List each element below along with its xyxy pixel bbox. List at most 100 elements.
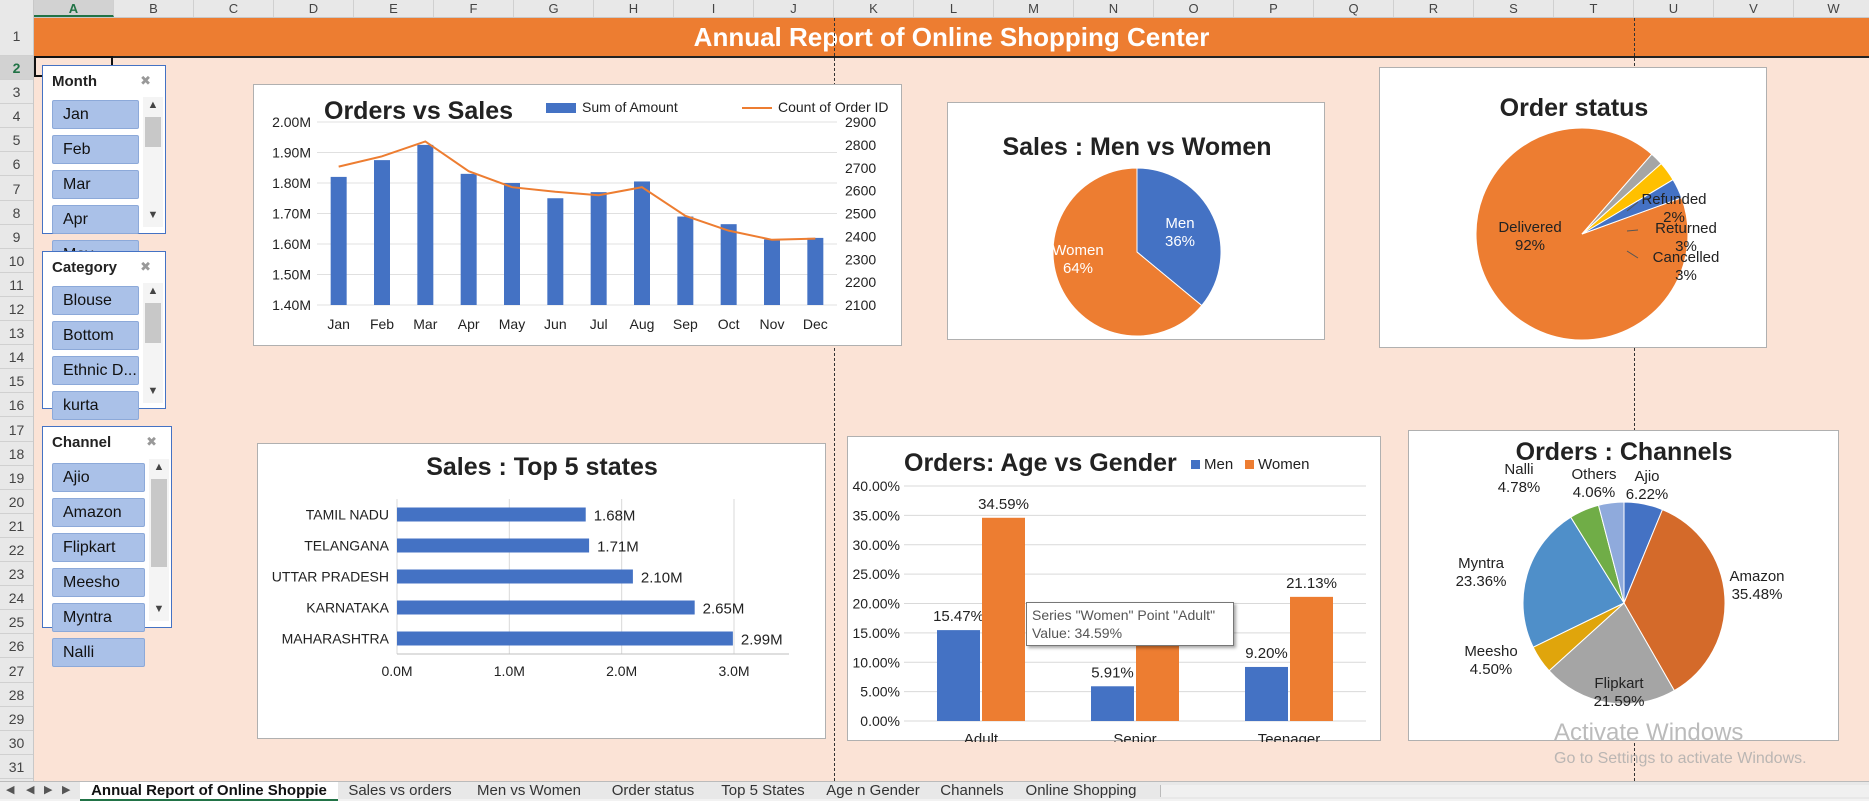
row-header-1[interactable]: 1 (0, 17, 33, 56)
row-header-28[interactable]: 28 (0, 683, 33, 707)
column-header-v[interactable]: V (1714, 0, 1794, 17)
slicer-item-category[interactable]: kurta (52, 391, 139, 420)
row-header-9[interactable]: 9 (0, 225, 33, 249)
row-header-23[interactable]: 23 (0, 562, 33, 587)
scroll-thumb[interactable] (145, 303, 161, 343)
first-sheet-icon[interactable]: ◀ (6, 784, 15, 796)
slicer-item-channel[interactable]: Amazon (52, 498, 145, 527)
column-header-t[interactable]: T (1554, 0, 1634, 17)
last-sheet-icon[interactable]: ▶ (62, 784, 71, 796)
row-header-8[interactable]: 8 (0, 201, 33, 225)
slicer-item-category[interactable]: Bottom (52, 321, 139, 350)
slicer-scrollbar[interactable]: ▲ ▼ (149, 459, 169, 621)
row-header-17[interactable]: 17 (0, 418, 33, 442)
orders-vs-sales-chart[interactable]: Orders vs Sales Sum of Amount Count of Ord… (253, 84, 902, 346)
slicer-item-month[interactable]: Mar (52, 170, 139, 199)
clear-filter-icon[interactable]: ✖ (140, 259, 151, 274)
channels-chart[interactable]: Orders : Channels Ajio 6.22% Amazon 35.48% Fl… (1408, 430, 1839, 741)
column-header-i[interactable]: I (674, 0, 754, 17)
men-vs-women-chart[interactable]: Sales : Men vs Women Men 36% Women 64% (947, 102, 1325, 340)
row-header-26[interactable]: 26 (0, 634, 33, 659)
sheet-tab[interactable]: Men vs Women (477, 782, 581, 799)
column-header-c[interactable]: C (194, 0, 274, 17)
row-header-20[interactable]: 20 (0, 490, 33, 514)
select-all-corner[interactable] (0, 0, 34, 17)
column-header-h[interactable]: H (594, 0, 674, 17)
row-header-16[interactable]: 16 (0, 393, 33, 418)
slicer-item-channel[interactable]: Nalli (52, 638, 145, 667)
row-header-5[interactable]: 5 (0, 128, 33, 153)
row-header-12[interactable]: 12 (0, 297, 33, 322)
column-header-f[interactable]: F (434, 0, 514, 17)
row-header-13[interactable]: 13 (0, 321, 33, 346)
column-header-j[interactable]: J (754, 0, 834, 17)
column-header-b[interactable]: B (114, 0, 194, 17)
column-header-m[interactable]: M (994, 0, 1074, 17)
scroll-up-icon[interactable]: ▲ (147, 285, 159, 297)
row-header-10[interactable]: 10 (0, 249, 33, 273)
age-vs-gender-chart[interactable]: Orders: Age vs Gender Men Women 0.00% 5.00% 1… (847, 436, 1381, 742)
scroll-down-icon[interactable]: ▼ (147, 209, 159, 221)
sheet-tab[interactable]: Online Shopping (1025, 782, 1137, 799)
horizontal-scrollbar[interactable] (1160, 785, 1869, 797)
clear-filter-icon[interactable]: ✖ (146, 434, 157, 449)
slicer-item-month[interactable]: Feb (52, 135, 139, 164)
column-header-s[interactable]: S (1474, 0, 1554, 17)
scroll-up-icon[interactable]: ▲ (153, 461, 165, 473)
row-header-24[interactable]: 24 (0, 586, 33, 611)
column-header-d[interactable]: D (274, 0, 354, 17)
slicer-item-month[interactable]: Apr (52, 205, 139, 234)
slicer-item-channel[interactable]: Ajio (52, 463, 145, 492)
slicer-item-channel[interactable]: Myntra (52, 603, 145, 632)
sheet-tab[interactable]: Channels (940, 782, 1004, 799)
row-header-29[interactable]: 29 (0, 707, 33, 731)
column-header-g[interactable]: G (514, 0, 594, 17)
sheet-tab[interactable]: Annual Report of Online Shoppie (80, 782, 338, 801)
column-header-w[interactable]: W (1794, 0, 1869, 17)
column-header-o[interactable]: O (1154, 0, 1234, 17)
slicer-item-month[interactable]: Jan (52, 100, 139, 129)
scroll-down-icon[interactable]: ▼ (147, 385, 159, 397)
row-header-27[interactable]: 27 (0, 659, 33, 683)
scroll-thumb[interactable] (145, 117, 161, 147)
row-header-15[interactable]: 15 (0, 369, 33, 394)
row-header-22[interactable]: 22 (0, 538, 33, 563)
row-header-7[interactable]: 7 (0, 177, 33, 201)
column-header-q[interactable]: Q (1314, 0, 1394, 17)
row-header-2[interactable]: 2 (0, 56, 33, 81)
channel-slicer[interactable]: Channel ✖ Ajio Amazon Flipkart Meesho Myntra… (42, 426, 172, 667)
sheet-tab[interactable]: Top 5 States (721, 782, 805, 799)
row-header-4[interactable]: 4 (0, 104, 33, 129)
sheet-tab[interactable]: Age n Gender (826, 782, 920, 799)
clear-filter-icon[interactable]: ✖ (140, 73, 151, 88)
category-slicer[interactable]: Category ✖ Blouse Bottom Ethnic D... kurta … (42, 251, 166, 420)
row-header-31[interactable]: 31 (0, 755, 33, 779)
row-header-14[interactable]: 14 (0, 345, 33, 370)
row-header-18[interactable]: 18 (0, 442, 33, 466)
sheet-tab[interactable]: Sales vs orders (348, 782, 452, 799)
next-sheet-icon[interactable]: ▶ (44, 784, 53, 796)
row-header-21[interactable]: 21 (0, 514, 33, 538)
column-header-u[interactable]: U (1634, 0, 1714, 17)
row-header-6[interactable]: 6 (0, 152, 33, 177)
column-header-n[interactable]: N (1074, 0, 1154, 17)
column-header-l[interactable]: L (914, 0, 994, 17)
column-header-p[interactable]: P (1234, 0, 1314, 17)
slicer-scrollbar[interactable]: ▲ ▼ (143, 97, 163, 227)
column-header-a[interactable]: A (34, 0, 114, 17)
scroll-up-icon[interactable]: ▲ (147, 99, 159, 111)
slicer-item-category[interactable]: Ethnic D... (52, 356, 139, 385)
column-header-k[interactable]: K (834, 0, 914, 17)
scroll-thumb[interactable] (151, 479, 167, 567)
slicer-item-channel[interactable]: Flipkart (52, 533, 145, 562)
column-header-e[interactable]: E (354, 0, 434, 17)
top-states-chart[interactable]: Sales : Top 5 states 0.0M 1.0M 2.0M 3.0M TAMI… (257, 443, 826, 739)
order-status-chart[interactable]: Order status Delivered 92% Refunded 2% Return… (1379, 67, 1767, 348)
sheet-tab[interactable]: Order status (611, 782, 695, 799)
slicer-item-channel[interactable]: Meesho (52, 568, 145, 597)
row-header-30[interactable]: 30 (0, 731, 33, 755)
row-header-11[interactable]: 11 (0, 273, 33, 297)
scroll-down-icon[interactable]: ▼ (153, 603, 165, 615)
column-header-r[interactable]: R (1394, 0, 1474, 17)
